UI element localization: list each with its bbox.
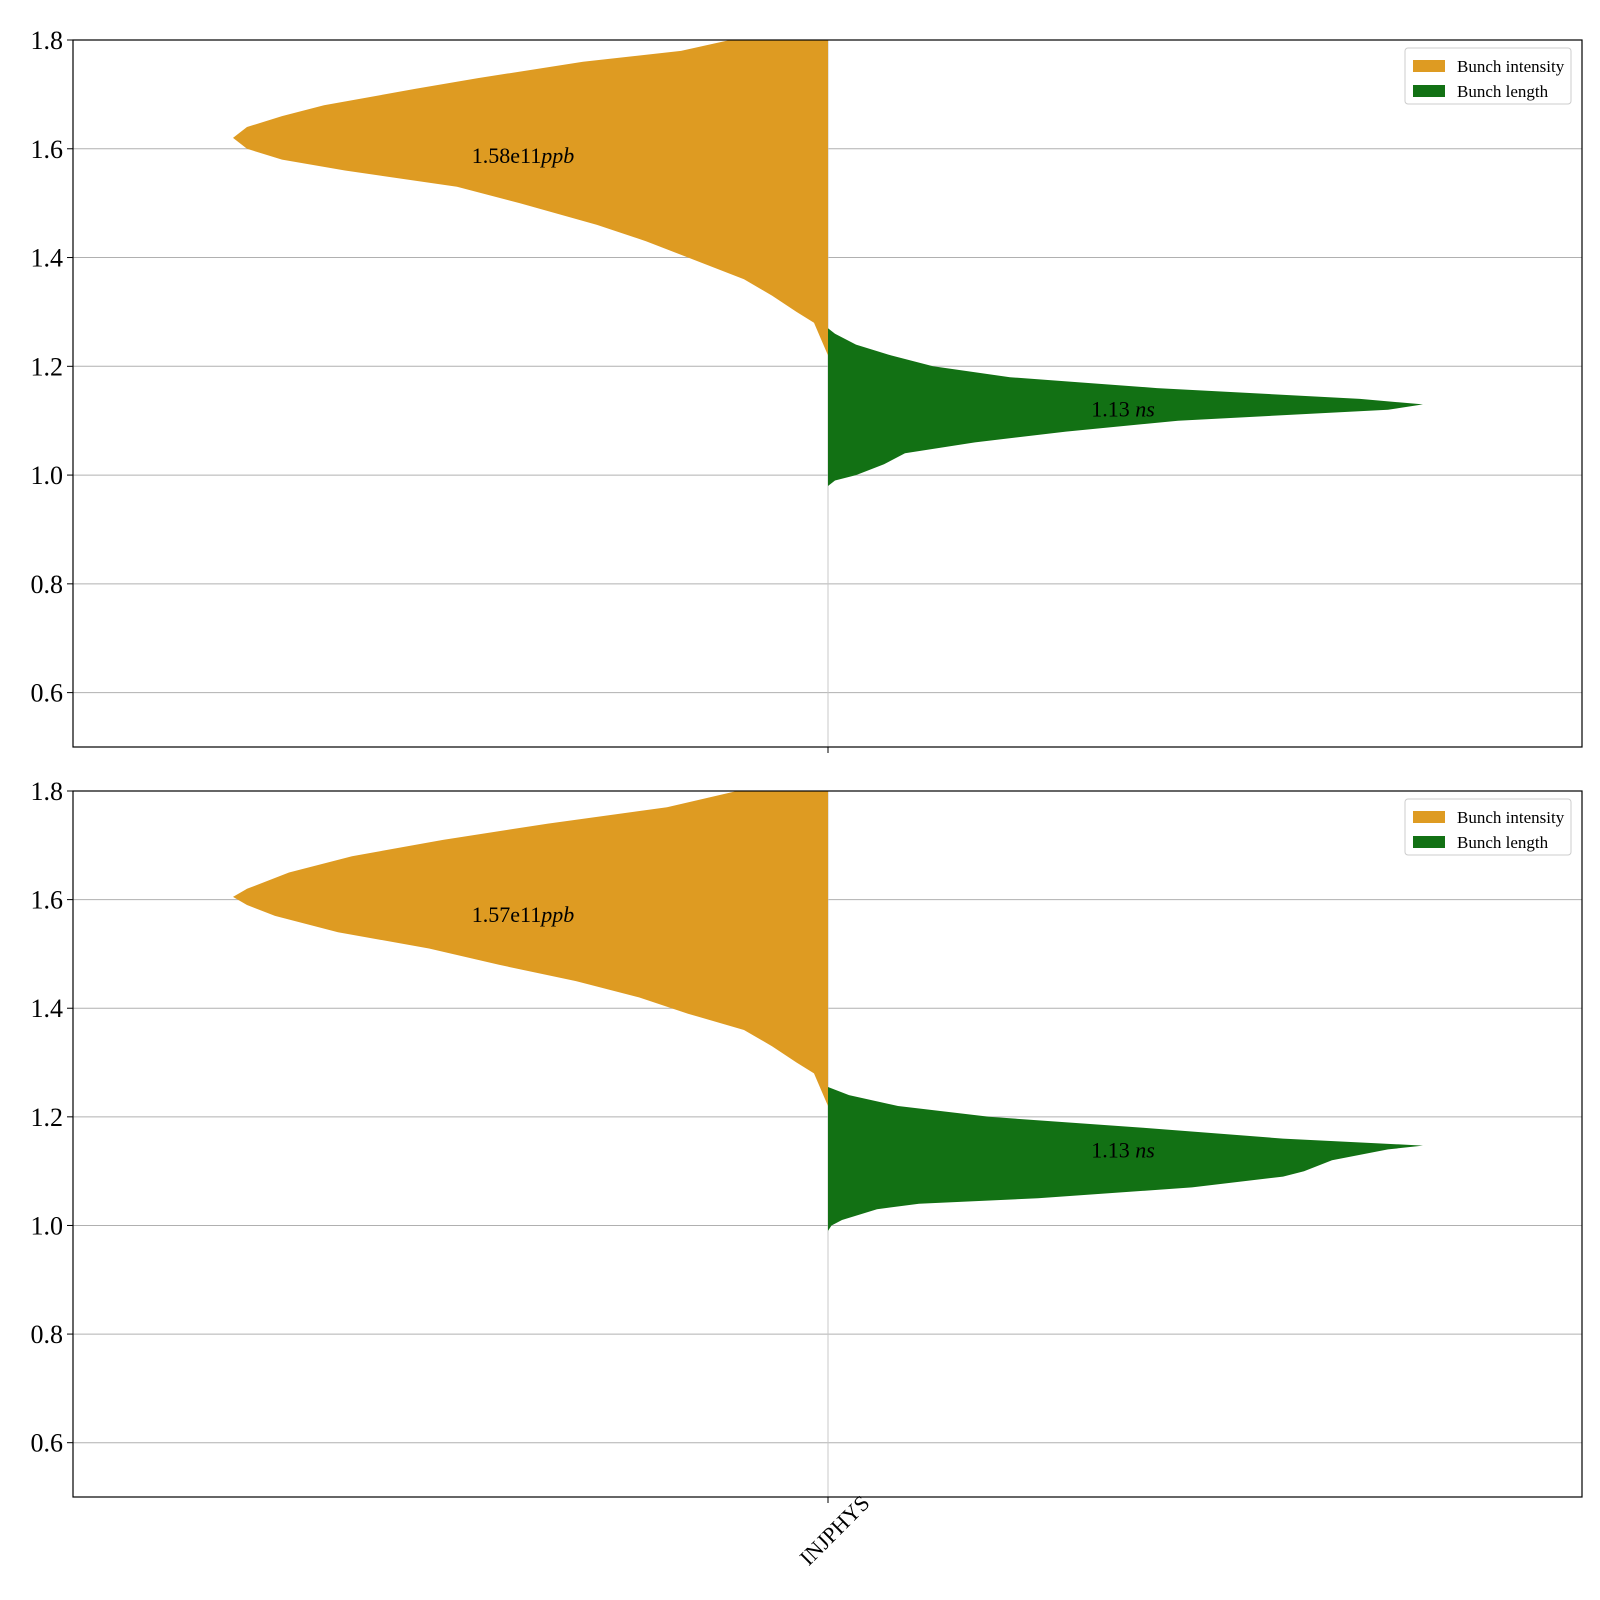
y-tick-label: 0.8 <box>31 570 64 599</box>
annotation-bunch-intensity: 1.58e11ppb <box>472 143 574 168</box>
legend: Bunch intensity Bunch length <box>1404 798 1572 856</box>
y-tick-label: 1.2 <box>31 1103 64 1132</box>
y-tick-label: 0.6 <box>31 1429 64 1458</box>
annotation-unit: ns <box>1135 1138 1155 1163</box>
annotation-value: 1.13 <box>1091 396 1135 421</box>
y-tick-label: 1.4 <box>31 244 64 273</box>
annotation-value: 1.57e11 <box>472 902 541 927</box>
legend-label: Bunch length <box>1457 82 1549 101</box>
legend-swatch <box>1413 85 1445 97</box>
panel-1: 0.6 0.8 1.0 1.2 1.4 1.6 1.8 1.58e11ppb 1.13 ns Bu… <box>31 26 1583 753</box>
legend: Bunch intensity Bunch length <box>1404 47 1572 105</box>
legend-swatch <box>1413 60 1445 72</box>
y-tick-label: 0.8 <box>31 1320 64 1349</box>
y-tick-label: 1.0 <box>31 461 64 490</box>
legend-box <box>1404 798 1572 856</box>
annotation-value: 1.58e11 <box>472 143 541 168</box>
y-tick-label: 1.6 <box>31 886 64 915</box>
y-tick-label: 0.6 <box>31 679 64 708</box>
legend-label: Bunch intensity <box>1457 57 1565 76</box>
violin-bunch-intensity <box>233 40 828 356</box>
annotation-bunch-length: 1.13 ns <box>1091 396 1155 421</box>
violin-group <box>233 40 1423 486</box>
annotation-bunch-intensity: 1.57e11ppb <box>472 902 574 927</box>
annotation-unit: ppb <box>539 902 574 927</box>
legend-box <box>1404 47 1572 105</box>
annotation-unit: ppb <box>539 143 574 168</box>
violin-group <box>233 791 1423 1231</box>
x-tick-label: INJPHYS <box>795 1490 875 1570</box>
annotation-bunch-length: 1.13 ns <box>1091 1138 1155 1163</box>
y-tick-label: 1.6 <box>31 135 64 164</box>
legend-label: Bunch intensity <box>1457 808 1565 827</box>
y-tick-label: 1.8 <box>31 777 64 806</box>
y-tick-label: 1.8 <box>31 26 64 55</box>
violin-bunch-intensity <box>233 791 828 1106</box>
y-tick-label: 1.0 <box>31 1211 64 1240</box>
violin-bunch-length <box>828 1086 1423 1231</box>
y-tick-label: 1.2 <box>31 352 64 381</box>
annotation-unit: ns <box>1135 396 1155 421</box>
legend-label: Bunch length <box>1457 833 1549 852</box>
annotation-value: 1.13 <box>1091 1138 1135 1163</box>
legend-swatch <box>1413 811 1445 823</box>
panel-2: 0.6 0.8 1.0 1.2 1.4 1.6 1.8 1.57e11ppb 1.13 ns IN… <box>31 777 1583 1570</box>
violin-bunch-length <box>828 328 1423 486</box>
legend-swatch <box>1413 836 1445 848</box>
y-tick-label: 1.4 <box>31 994 64 1023</box>
